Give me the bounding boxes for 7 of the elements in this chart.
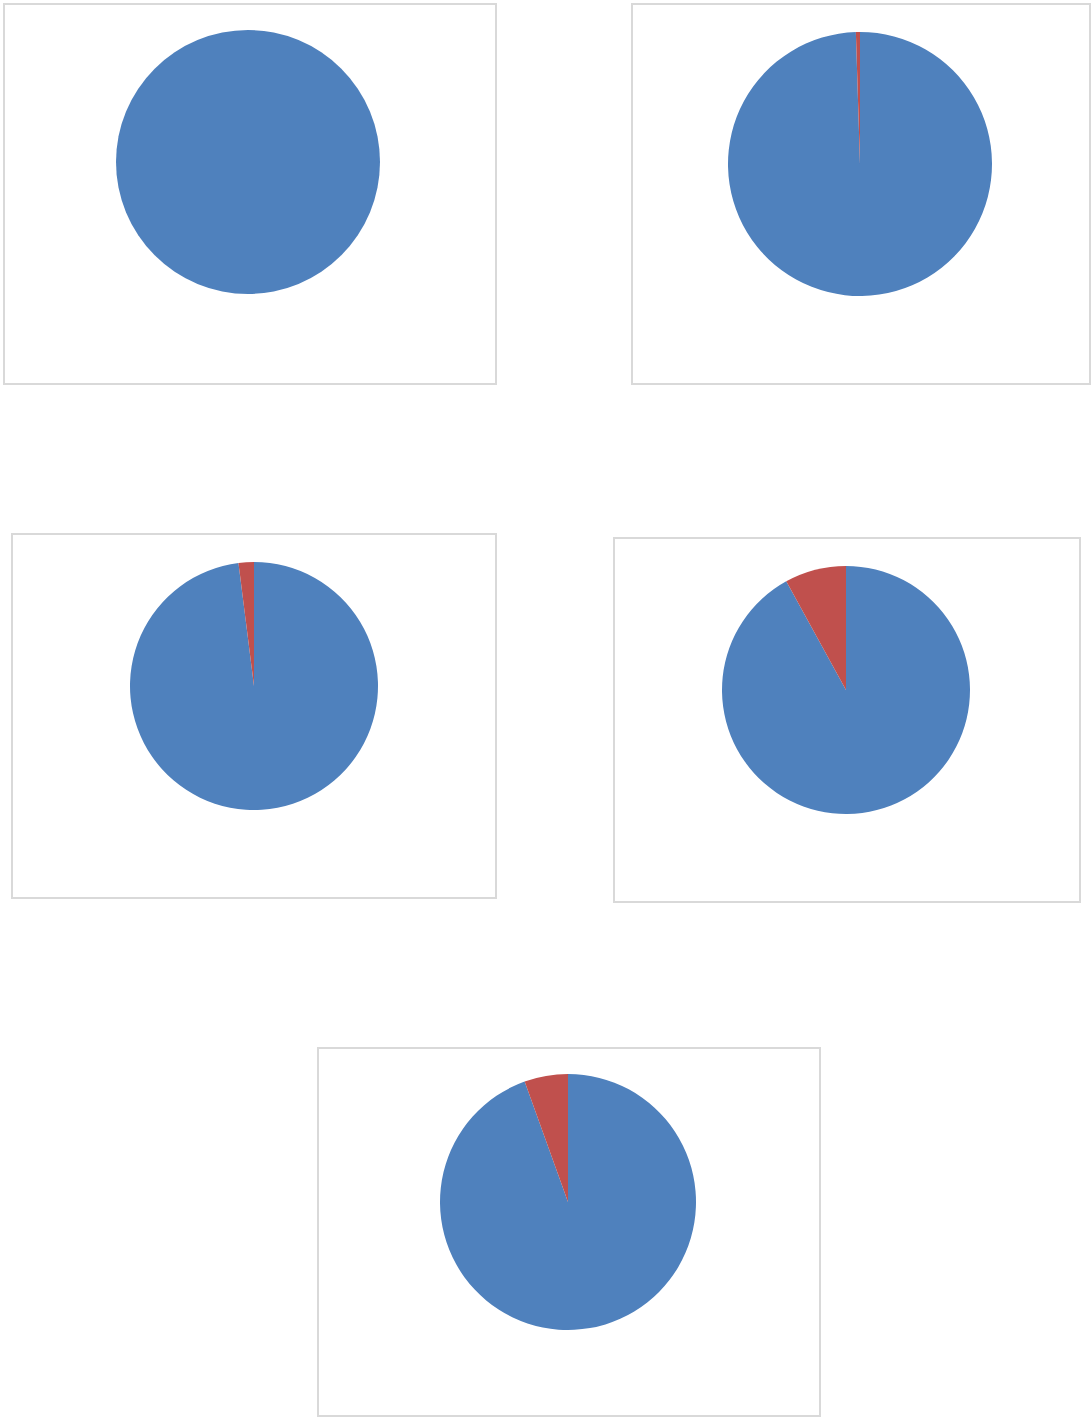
pie-slice — [728, 32, 992, 296]
pie-slice — [130, 562, 378, 810]
pie-slice — [524, 1074, 568, 1202]
pie-slice — [440, 1074, 696, 1330]
pie-slice — [786, 566, 846, 690]
pie-slice — [722, 566, 970, 814]
pie-slice — [238, 562, 254, 686]
